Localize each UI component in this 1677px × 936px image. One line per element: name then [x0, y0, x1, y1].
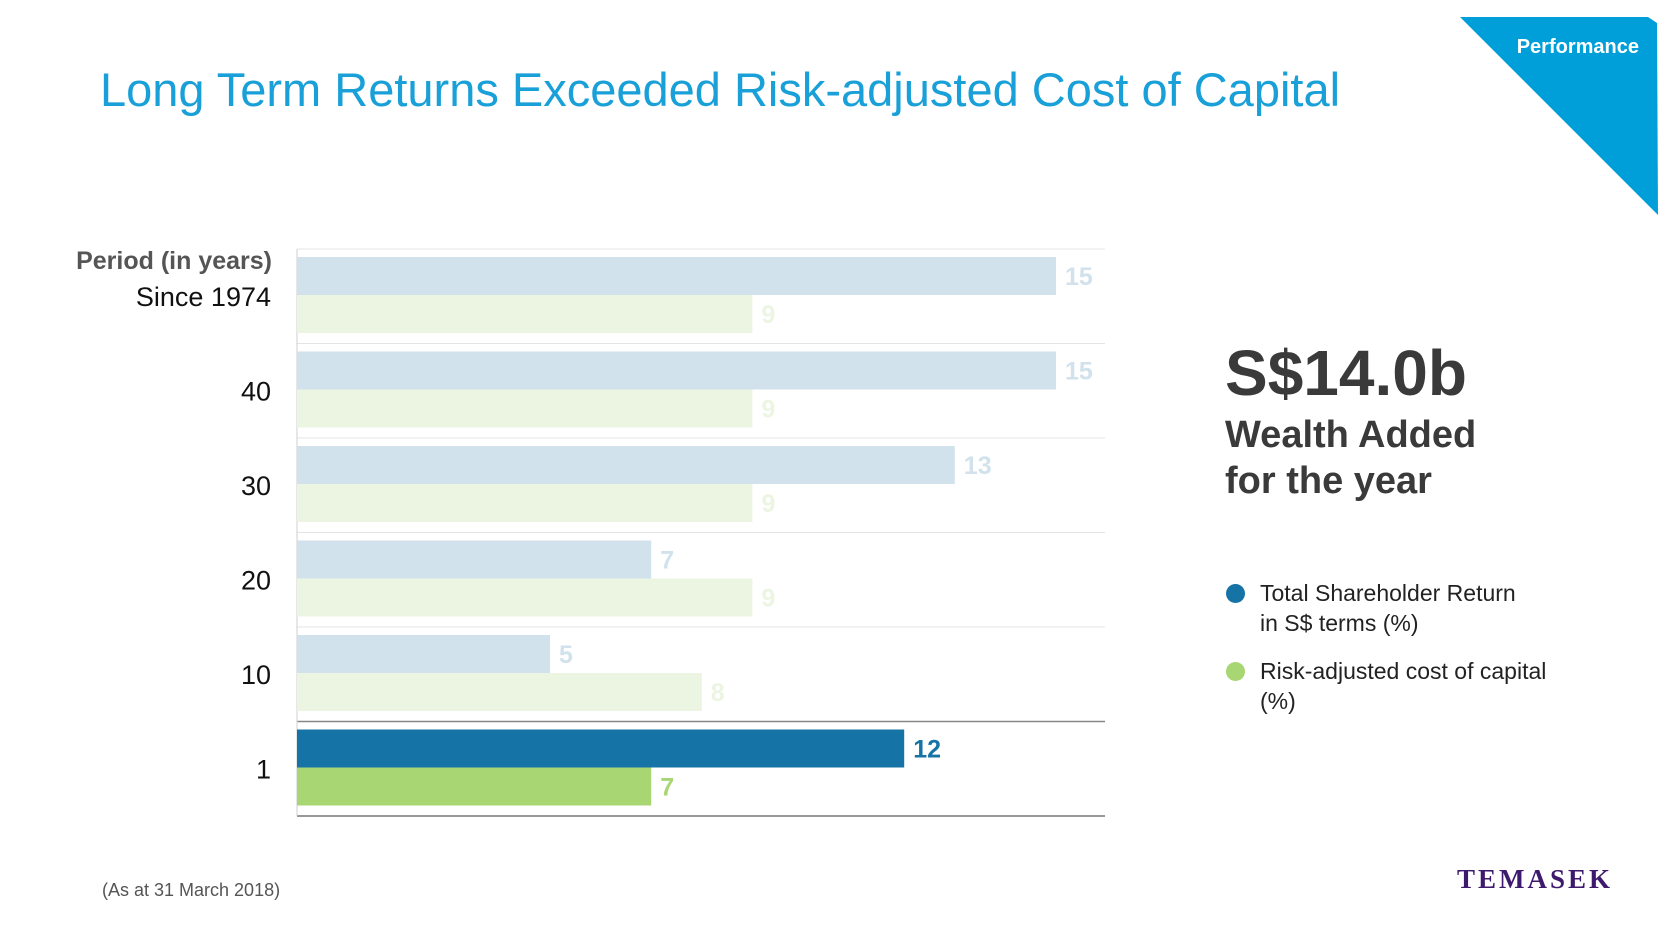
- wealth-added-label-line2: for the year: [1225, 460, 1432, 502]
- legend-label-cost-of-capital-line1: Risk-adjusted cost of capital (%): [1260, 658, 1547, 714]
- legend-label-cost-of-capital: Risk-adjusted cost of capital (%): [1260, 656, 1570, 716]
- category-label: 1: [256, 755, 271, 785]
- bar-tsr: [297, 351, 1056, 390]
- bar-tsr: [297, 446, 955, 484]
- bar-cost-of-capital: [297, 389, 753, 428]
- temasek-logo: TEMASEK: [1456, 864, 1613, 894]
- section-tag: Performance: [1516, 36, 1639, 58]
- bar-tsr: [297, 635, 550, 673]
- legend-label-tsr: Total Shareholder Return in S$ terms (%): [1260, 578, 1570, 638]
- page-title: Long Term Returns Exceeded Risk-adjusted…: [100, 63, 1341, 116]
- data-label-tsr: 13: [964, 452, 992, 480]
- footnote: (As at 31 March 2018): [102, 880, 281, 900]
- legend-label-tsr-line2: in S$ terms (%): [1260, 610, 1419, 636]
- data-label-tsr: 15: [1065, 263, 1093, 291]
- data-label-cost-of-capital: 9: [761, 396, 775, 424]
- data-label-tsr: 12: [913, 736, 941, 764]
- data-label-cost-of-capital: 8: [711, 679, 725, 707]
- bar-cost-of-capital: [297, 295, 753, 333]
- bar-cost-of-capital: [297, 578, 753, 617]
- bar-tsr: [297, 540, 652, 579]
- wealth-added-label-line1: Wealth Added: [1225, 414, 1477, 456]
- category-axis-header: Period (in years): [76, 247, 272, 275]
- wealth-added-label: Wealth Added for the year: [1225, 412, 1545, 504]
- legend-dot-cost-of-capital: [1226, 662, 1245, 681]
- bar-tsr: [297, 257, 1056, 295]
- data-label-cost-of-capital: 9: [761, 490, 775, 518]
- legend-label-tsr-line1: Total Shareholder Return: [1260, 580, 1516, 606]
- data-label-cost-of-capital: 9: [761, 301, 775, 329]
- category-label: 40: [241, 377, 271, 407]
- data-label-cost-of-capital: 9: [761, 585, 775, 613]
- legend-item-cost-of-capital: Risk-adjusted cost of capital (%): [1226, 656, 1570, 716]
- category-label: 10: [241, 660, 271, 690]
- bar-cost-of-capital: [297, 484, 753, 522]
- legend-item-tsr: Total Shareholder Return in S$ terms (%): [1226, 578, 1570, 638]
- bar-cost-of-capital: [297, 673, 702, 711]
- data-label-tsr: 5: [559, 641, 573, 669]
- data-label-tsr: 7: [660, 547, 674, 575]
- data-label-cost-of-capital: 7: [660, 774, 674, 802]
- category-label: 20: [241, 566, 271, 596]
- bar-tsr: [297, 729, 905, 768]
- wealth-added-value: S$14.0b: [1225, 337, 1467, 409]
- category-label: Since 1974: [136, 282, 271, 312]
- category-label: 30: [241, 471, 271, 501]
- data-label-tsr: 15: [1065, 358, 1093, 386]
- legend-dot-tsr: [1226, 584, 1245, 603]
- bar-cost-of-capital: [297, 767, 652, 806]
